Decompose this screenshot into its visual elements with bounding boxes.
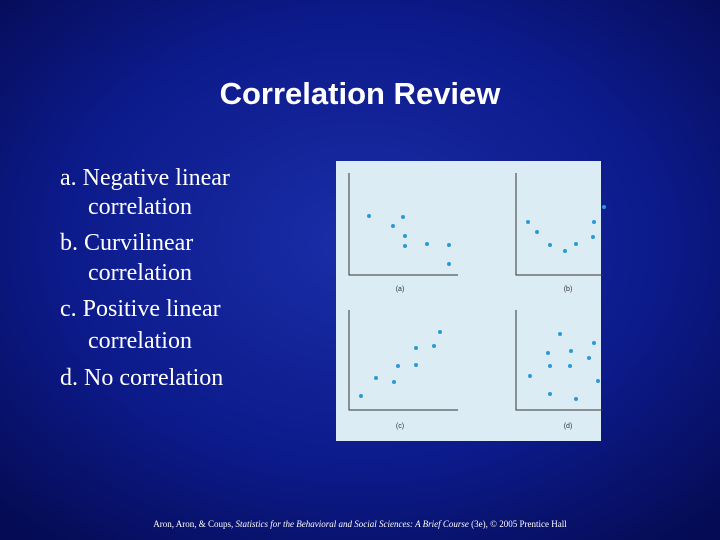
list-item: b. Curvilinear xyxy=(60,230,193,256)
title: Correlation Review xyxy=(220,76,502,111)
figure: (a) (b) (c) (d) xyxy=(336,161,606,441)
citation-rest: (3e), © 2005 Prentice Hall xyxy=(471,519,567,529)
citation-book: Statistics for the Behavioral and Social… xyxy=(236,519,469,529)
list-item: correlation xyxy=(88,260,192,286)
citation-authors: Aron, Aron, & Coups, xyxy=(153,519,233,529)
list-item: d. No correlation xyxy=(60,365,223,391)
panel-label: (d) xyxy=(564,423,573,430)
panel-label: (b) xyxy=(564,286,573,293)
figure-background xyxy=(336,161,601,441)
panel-label: (a) xyxy=(396,286,405,293)
item-list: a. Negative linear correlation b. Curvilin… xyxy=(60,165,230,391)
citation: Aron, Aron, & Coups, Statistics for the … xyxy=(153,519,567,529)
list-item: correlation xyxy=(88,194,192,220)
list-item: a. Negative linear xyxy=(60,165,230,191)
panel-label: (c) xyxy=(396,423,404,430)
dots xyxy=(359,205,606,401)
list-item: correlation xyxy=(88,328,192,354)
list-item: c. Positive linear xyxy=(60,296,221,322)
axes xyxy=(348,173,603,411)
